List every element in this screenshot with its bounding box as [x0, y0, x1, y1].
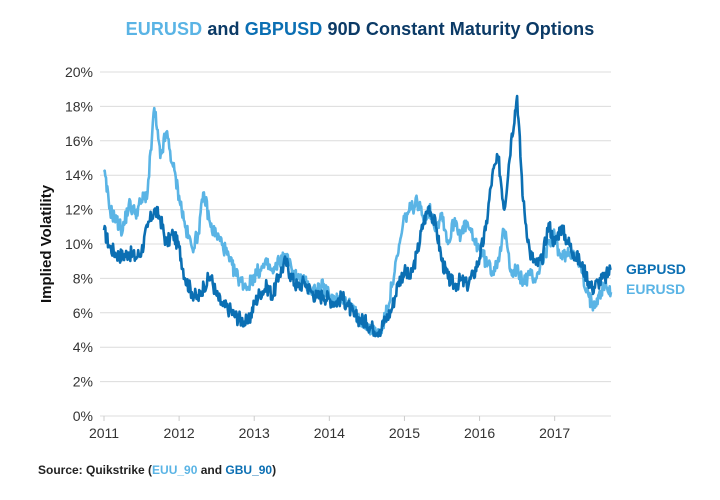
x-tick-label: 2017 [539, 425, 570, 441]
y-tick-label: 8% [73, 270, 93, 286]
y-axis-ticks: 0% 2% 4% 6% 8% 10% 12% 14% 16% 18% 20% [65, 64, 93, 424]
source-suffix: ) [272, 463, 277, 477]
x-tick-label: 2013 [239, 425, 270, 441]
title-eurusd: EURUSD [125, 19, 203, 39]
series-line-eurusd [102, 106, 613, 337]
y-tick-label: 10% [65, 236, 93, 252]
series-line-gbpusd [102, 94, 612, 338]
x-tick-label: 2016 [464, 425, 495, 441]
source-note: Source: Quikstrike (EUU_90 and GBU_90) [38, 463, 276, 477]
y-axis-label: Implied Volatility [38, 184, 55, 303]
y-tick-label: 0% [73, 408, 93, 424]
y-tick-label: 12% [65, 202, 93, 218]
x-tick-label: 2015 [389, 425, 420, 441]
source-middle: and [197, 463, 226, 477]
x-tick-label: 2011 [89, 425, 119, 441]
title-rest: 90D Constant Maturity Options [322, 19, 595, 39]
x-tick-label: 2014 [314, 425, 345, 441]
x-tick-label: 2012 [164, 425, 195, 441]
y-tick-label: 18% [65, 98, 93, 114]
y-tick-label: 16% [65, 133, 93, 149]
y-tick-label: 6% [73, 305, 93, 321]
y-tick-label: 2% [73, 374, 93, 390]
x-axis-ticks: 2011 2012 2013 2014 2015 2016 2017 [89, 416, 570, 441]
source-gbp-code: GBU_90 [225, 463, 273, 477]
source-prefix: Source: Quikstrike ( [38, 463, 153, 477]
legend-eurusd: EURUSD [626, 281, 685, 297]
title-and: and [202, 19, 245, 39]
series-lines [102, 94, 613, 338]
legend-gbpusd: GBPUSD [626, 261, 686, 277]
y-tick-label: 14% [65, 167, 93, 183]
title-gbpusd: GBPUSD [244, 19, 323, 39]
source-eur-code: EUU_90 [152, 463, 198, 477]
y-tick-label: 4% [73, 339, 93, 355]
y-tick-label: 20% [65, 64, 93, 80]
chart-title: EURUSD and GBPUSD 90D Constant Maturity … [0, 19, 720, 40]
